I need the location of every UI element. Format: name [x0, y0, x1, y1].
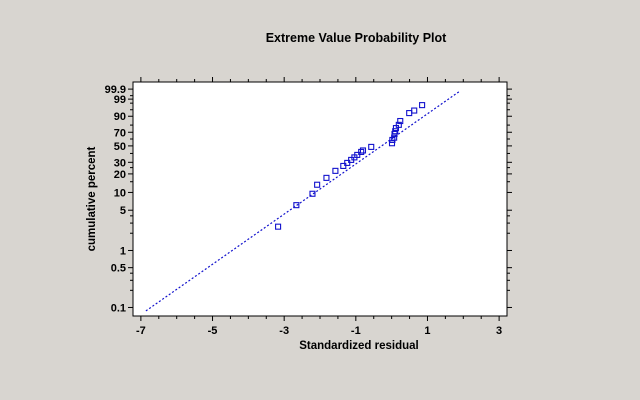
data-point-marker	[419, 102, 426, 109]
y-tick-label: 99	[114, 94, 126, 106]
data-point-marker	[359, 147, 367, 154]
data-points	[275, 102, 426, 230]
data-point-marker	[391, 134, 398, 141]
y-tick-label: 70	[114, 127, 126, 139]
y-tick-label: 90	[114, 111, 126, 123]
y-tick-label: 10	[114, 187, 126, 199]
data-point-marker	[293, 202, 300, 209]
axis-frame	[132, 81, 508, 317]
data-point-marker	[275, 223, 282, 230]
y-axis-title: cumulative percent	[86, 146, 98, 251]
data-point-marker	[358, 148, 365, 155]
y-tick-label: 20	[114, 169, 126, 181]
y-tick-label: 0.1	[111, 302, 126, 314]
chart-title: Extreme Value Probability Plot	[266, 31, 447, 45]
x-tick-label: 3	[496, 325, 502, 337]
data-point-marker	[392, 128, 399, 135]
y-tick-label: 30	[114, 157, 126, 169]
y-tick-label: 99.9	[105, 84, 126, 96]
x-axis-title: Standardized residual	[299, 340, 419, 352]
data-point-marker	[314, 181, 321, 188]
x-tick-label: -1	[351, 325, 361, 337]
data-point-marker	[368, 143, 375, 150]
data-point-marker	[395, 121, 402, 128]
x-tick-label: -3	[279, 325, 289, 337]
y-tick-label: 1	[120, 245, 126, 257]
data-point-marker	[411, 107, 418, 114]
y-tick-label: 5	[120, 205, 126, 217]
data-point-marker	[397, 117, 404, 125]
x-tick-label: 1	[424, 325, 430, 337]
data-point-marker	[309, 190, 316, 197]
plot-pane	[133, 82, 507, 316]
x-tick-label: -7	[136, 325, 146, 337]
data-point-marker	[388, 140, 396, 147]
data-point-marker	[323, 174, 330, 181]
x-tick-label: -5	[208, 325, 218, 337]
data-point-marker	[332, 167, 339, 174]
y-tick-label: 50	[114, 141, 126, 153]
y-tick-label: 0.5	[111, 263, 126, 275]
